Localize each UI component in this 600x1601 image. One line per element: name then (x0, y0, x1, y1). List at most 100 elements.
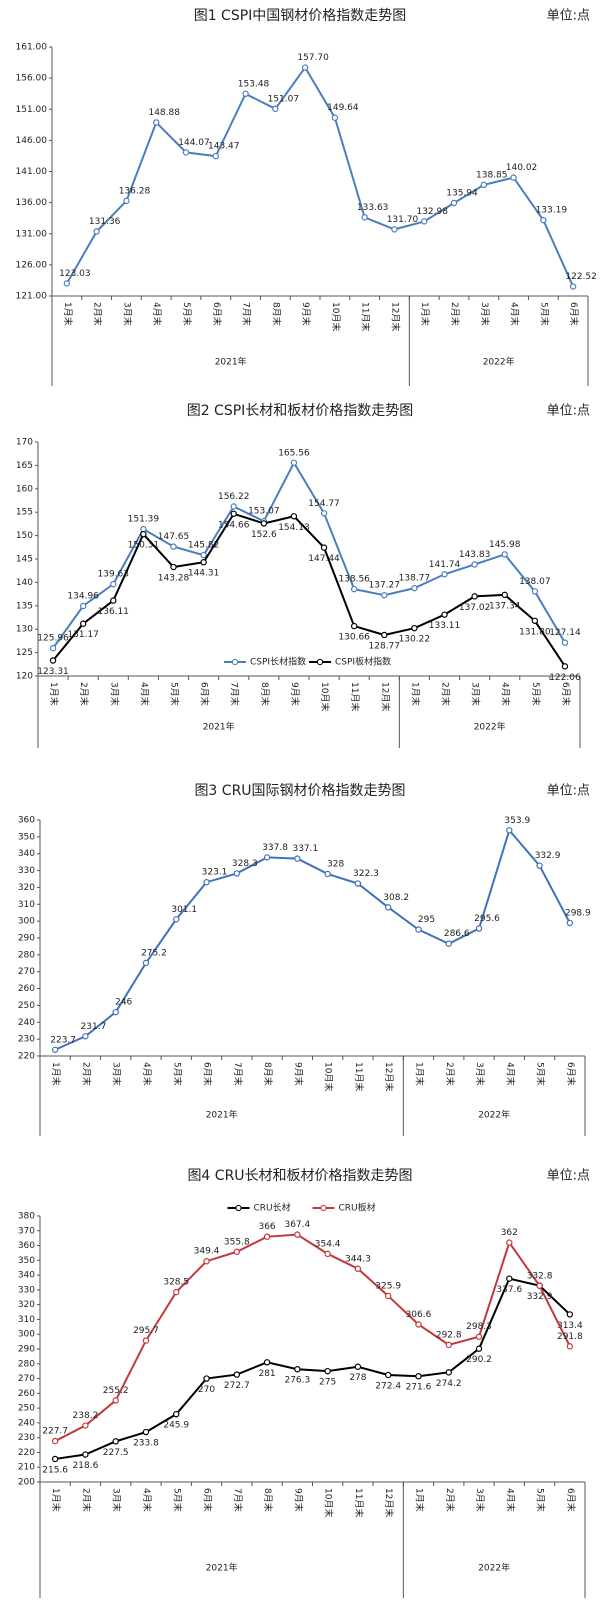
data-label: 148.88 (148, 108, 180, 118)
marker (301, 64, 309, 71)
y-tick-label: 310 (18, 1315, 35, 1325)
y-tick-label: 270 (18, 1374, 35, 1384)
y-tick-label: 340 (18, 1271, 35, 1281)
marker (290, 513, 298, 520)
marker (203, 1258, 210, 1265)
data-label: 137.34 (489, 601, 521, 611)
y-tick-label: 220 (18, 1052, 35, 1062)
data-label: 131.70 (387, 215, 419, 225)
marker (142, 1337, 150, 1344)
marker (112, 1397, 119, 1404)
marker (79, 620, 87, 627)
x-tick-label: 10月末 (319, 682, 331, 711)
y-tick-label: 330 (18, 866, 35, 876)
data-label: 138.85 (476, 170, 508, 180)
x-tick-label: 10月末 (330, 302, 342, 331)
x-tick-label: 1月末 (50, 1062, 62, 1086)
data-label: 298.3 (466, 1322, 492, 1332)
group-label: 2022年 (478, 1562, 510, 1574)
x-tick-label: 1月末 (409, 682, 421, 706)
legend-label: CSPI板材指数 (335, 656, 391, 668)
y-tick-label: 136.00 (16, 198, 48, 208)
marker (350, 622, 358, 630)
x-tick-label: 8月末 (259, 682, 271, 706)
data-label: 139.63 (98, 570, 130, 580)
y-tick-label: 370 (18, 1226, 35, 1236)
y-tick-label: 120 (16, 672, 33, 682)
data-label: 128.77 (369, 641, 401, 651)
data-label: 298.9 (565, 908, 591, 918)
data-label: 151.39 (128, 515, 160, 525)
x-tick-label: 4月末 (504, 1488, 516, 1512)
marker (173, 1410, 180, 1418)
x-tick-label: 4月末 (504, 1062, 516, 1086)
data-label: 255.2 (103, 1386, 129, 1396)
y-tick-label: 340 (18, 849, 35, 859)
marker (445, 1341, 452, 1349)
data-label: 134.96 (67, 591, 99, 601)
marker (391, 226, 398, 233)
x-tick-label: 6月末 (565, 1488, 577, 1512)
data-label: 136.28 (119, 186, 151, 196)
marker (233, 870, 241, 877)
data-label: 290.2 (466, 1355, 492, 1365)
data-label: 322.3 (353, 869, 379, 879)
marker (153, 119, 160, 126)
data-label: 138.56 (338, 575, 370, 585)
x-tick-label: 6月末 (565, 1062, 577, 1086)
data-label: 157.70 (297, 53, 329, 63)
data-label: 238.2 (73, 1411, 99, 1421)
data-label: 215.6 (42, 1465, 68, 1475)
y-tick-label: 230 (18, 1433, 35, 1443)
data-label: 271.6 (406, 1383, 432, 1393)
y-tick-label: 220 (18, 1448, 35, 1458)
data-label: 332.8 (527, 1271, 553, 1281)
x-tick-label: 5月末 (181, 302, 193, 326)
marker (411, 624, 418, 632)
marker (324, 1250, 331, 1258)
x-tick-label: 4月末 (500, 682, 512, 706)
y-tick-label: 156.00 (16, 74, 48, 84)
data-label: 141.74 (429, 560, 461, 570)
x-tick-label: 9月末 (300, 302, 312, 326)
legend-marker (316, 658, 324, 666)
marker (212, 152, 219, 160)
marker (142, 959, 150, 967)
data-label: 246 (115, 998, 132, 1008)
legend-label: CRU板材 (339, 1202, 376, 1214)
data-label: 295 (418, 915, 435, 925)
x-tick-label: 5月末 (530, 682, 542, 706)
data-label: 344.3 (345, 1254, 371, 1264)
y-tick-label: 145 (16, 555, 33, 565)
data-label: 122.06 (549, 673, 581, 683)
y-tick-label: 310 (18, 900, 35, 910)
data-label: 165.56 (278, 448, 310, 458)
marker (320, 544, 328, 551)
x-tick-label: 5月末 (535, 1062, 547, 1086)
marker (140, 525, 147, 533)
marker (49, 657, 57, 664)
data-label: 276.3 (284, 1376, 310, 1386)
y-tick-label: 155 (16, 508, 33, 518)
marker (501, 551, 508, 558)
marker (140, 530, 147, 538)
x-tick-label: 3月末 (121, 302, 133, 326)
unit-label: 单位:点 (547, 9, 590, 24)
data-label: 349.4 (194, 1247, 220, 1257)
marker (51, 1455, 59, 1463)
x-tick-label: 5月末 (171, 1062, 183, 1086)
x-tick-label: 2月末 (440, 682, 452, 706)
x-tick-label: 11月末 (353, 1062, 365, 1091)
data-label: 355.8 (224, 1237, 250, 1247)
marker (63, 280, 71, 287)
x-tick-label: 6月末 (202, 1062, 214, 1086)
y-tick-label: 230 (18, 1035, 35, 1045)
marker (51, 1437, 59, 1445)
y-tick-label: 210 (18, 1463, 35, 1473)
marker (263, 854, 271, 861)
data-label: 245.9 (163, 1421, 189, 1431)
data-label: 135.94 (446, 188, 478, 198)
marker (242, 90, 249, 98)
marker (173, 916, 180, 923)
marker (566, 919, 574, 927)
